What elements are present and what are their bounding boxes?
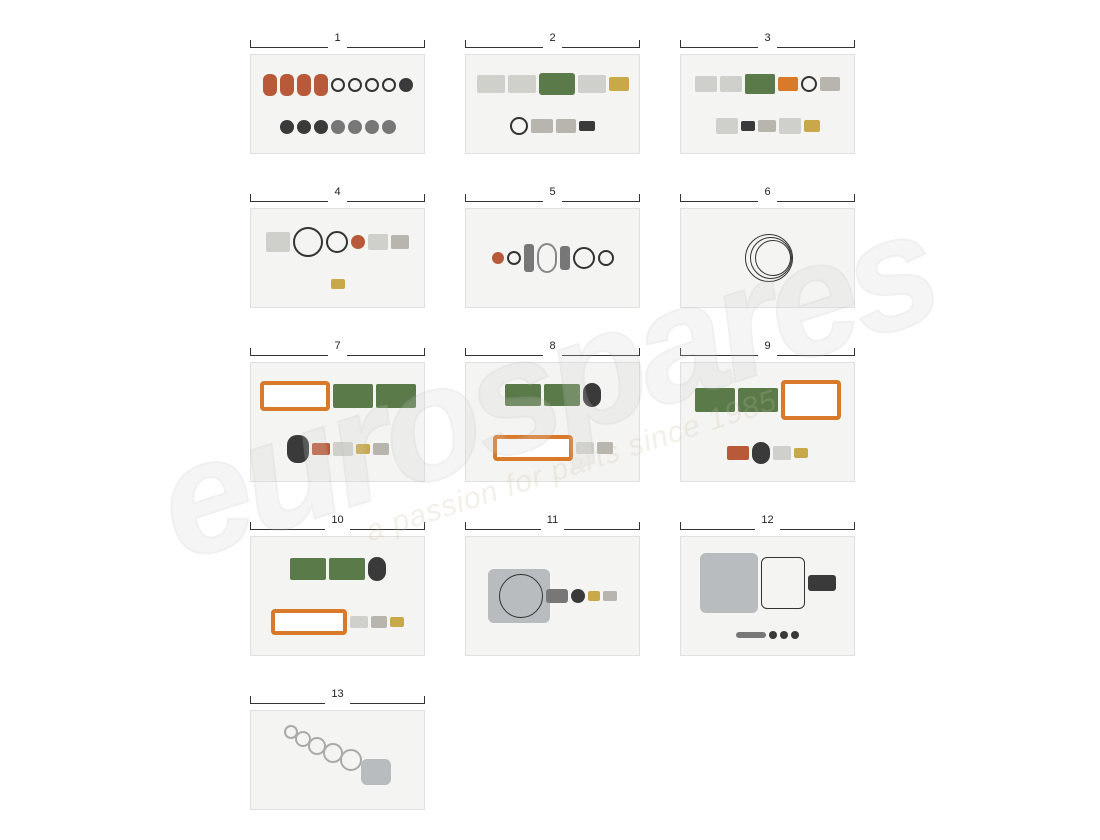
parts-diagram-grid: 1 <box>250 30 890 840</box>
diagram-cell: 13 <box>250 686 425 810</box>
cell-label-bar: 2 <box>465 30 640 48</box>
cell-label-bar: 8 <box>465 338 640 356</box>
diagram-row: 7 8 <box>250 338 890 482</box>
diagram-cell: 5 <box>465 184 640 308</box>
diagram-cell: 3 <box>680 30 855 154</box>
diagram-cell: 4 <box>250 184 425 308</box>
parts-thumbnail <box>465 362 640 482</box>
cell-number: 4 <box>328 186 346 198</box>
cell-number: 6 <box>758 186 776 198</box>
diagram-cell: 11 <box>465 512 640 656</box>
parts-thumbnail <box>680 536 855 656</box>
cell-number: 5 <box>543 186 561 198</box>
diagram-row: 1 <box>250 30 890 154</box>
diagram-row: 13 <box>250 686 890 810</box>
parts-thumbnail <box>250 536 425 656</box>
cell-label-bar: 10 <box>250 512 425 530</box>
cell-number: 11 <box>541 514 564 526</box>
diagram-cell: 12 <box>680 512 855 656</box>
diagram-cell: 6 <box>680 184 855 308</box>
parts-thumbnail <box>250 208 425 308</box>
parts-thumbnail <box>250 362 425 482</box>
diagram-cell: 2 <box>465 30 640 154</box>
diagram-cell: 7 <box>250 338 425 482</box>
diagram-cell: 1 <box>250 30 425 154</box>
cell-number: 8 <box>543 340 561 352</box>
cell-number: 9 <box>758 340 776 352</box>
parts-thumbnail <box>250 710 425 810</box>
cell-label-bar: 3 <box>680 30 855 48</box>
cell-label-bar: 7 <box>250 338 425 356</box>
cell-number: 3 <box>758 32 776 44</box>
cell-label-bar: 6 <box>680 184 855 202</box>
parts-thumbnail <box>680 208 855 308</box>
cell-label-bar: 1 <box>250 30 425 48</box>
cell-label-bar: 5 <box>465 184 640 202</box>
cell-label-bar: 9 <box>680 338 855 356</box>
parts-thumbnail <box>680 54 855 154</box>
cell-label-bar: 11 <box>465 512 640 530</box>
cell-number: 1 <box>328 32 346 44</box>
cell-number: 7 <box>328 340 346 352</box>
cell-number: 10 <box>325 514 349 526</box>
parts-thumbnail <box>465 536 640 656</box>
diagram-row: 4 5 <box>250 184 890 308</box>
cell-number: 2 <box>543 32 561 44</box>
parts-thumbnail <box>680 362 855 482</box>
diagram-cell: 9 <box>680 338 855 482</box>
cell-label-bar: 12 <box>680 512 855 530</box>
parts-thumbnail <box>250 54 425 154</box>
parts-thumbnail <box>465 208 640 308</box>
diagram-row: 10 11 <box>250 512 890 656</box>
cell-number: 13 <box>325 688 349 700</box>
cell-number: 12 <box>755 514 779 526</box>
diagram-cell: 8 <box>465 338 640 482</box>
diagram-cell: 10 <box>250 512 425 656</box>
cell-label-bar: 4 <box>250 184 425 202</box>
cell-label-bar: 13 <box>250 686 425 704</box>
parts-thumbnail <box>465 54 640 154</box>
